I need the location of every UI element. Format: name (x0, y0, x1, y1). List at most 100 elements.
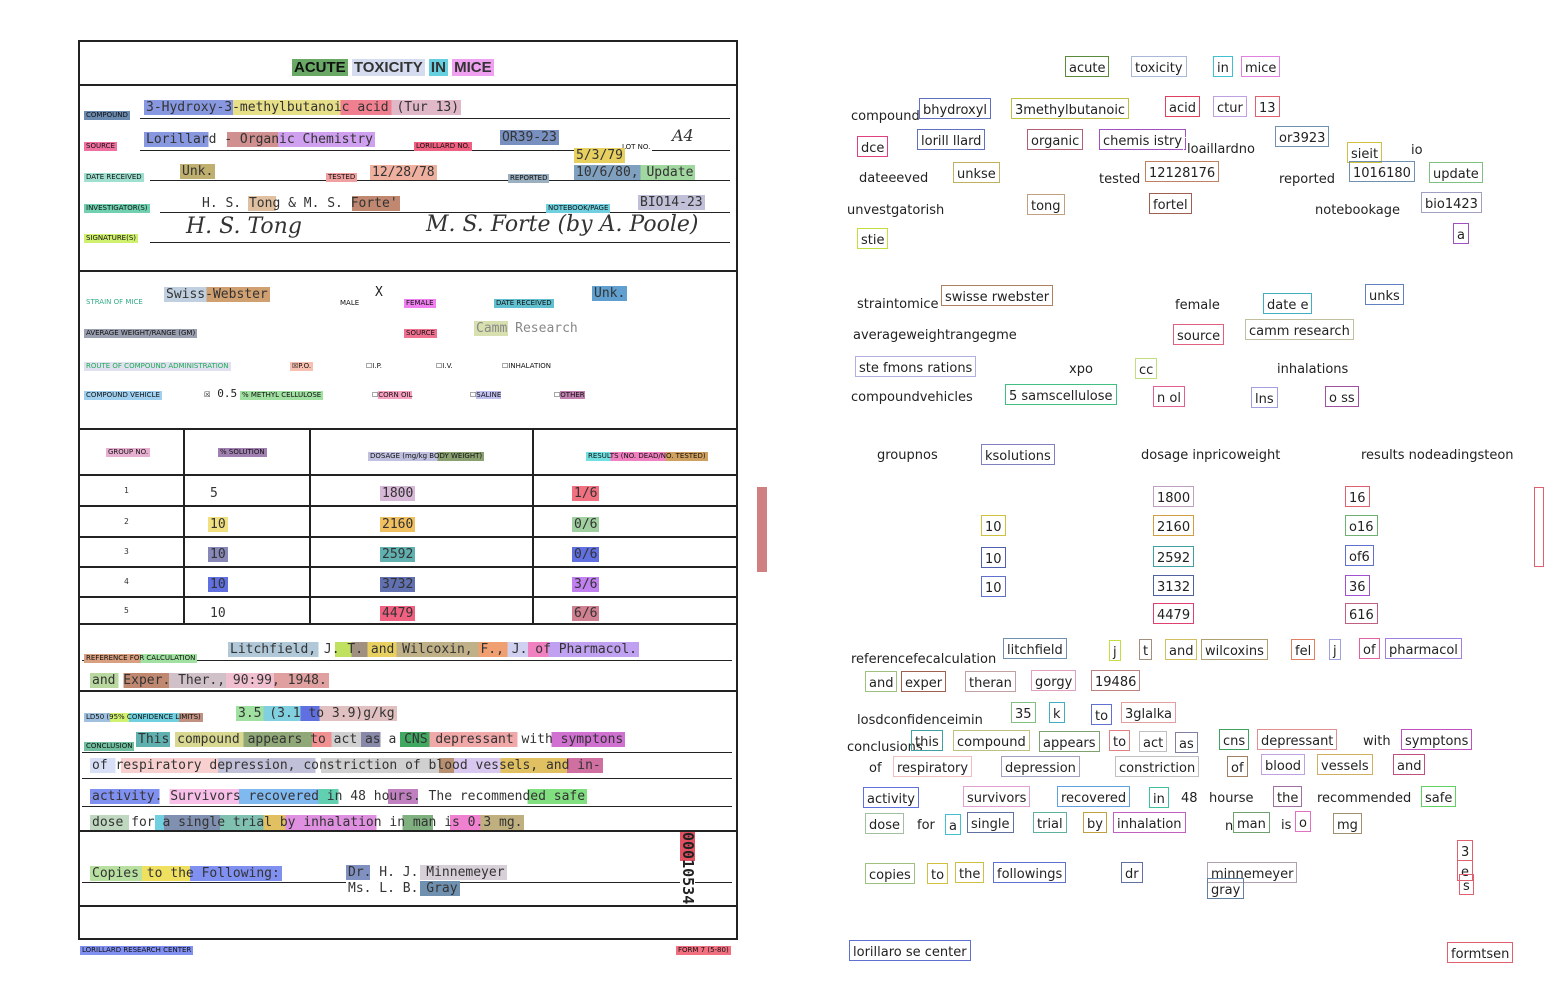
table-cell-group: 2 (124, 517, 129, 526)
ocr-word-box: and (865, 671, 898, 692)
ocr-word-box: vessels (1317, 754, 1373, 775)
conclusion-line: This compound appears to act as a CNS de… (136, 732, 626, 747)
notebook-value: BIO14-23 (638, 195, 705, 210)
ocr-word-box: exper (901, 671, 947, 692)
ocr-word: date e (1267, 298, 1309, 313)
lot-no-label: LOT NO. (620, 143, 653, 152)
ocr-word-box: 13 (1255, 96, 1280, 117)
ocr-word: 3 (1461, 845, 1470, 860)
title-word: IN (428, 59, 448, 76)
ocr-word-box: or3923 (1275, 126, 1330, 147)
ocr-word: straintomice (857, 297, 939, 312)
ocr-word: 1800 (1157, 491, 1191, 506)
ocr-word-box: results nodeadingsteon (1357, 443, 1518, 464)
ocr-word-box: activity (863, 787, 919, 808)
compound-value: 3-Hydroxy-3-methylbutanoic acid (Tur 13) (144, 100, 462, 115)
ocr-word-box: safe (1421, 786, 1457, 807)
ocr-word: theran (969, 676, 1012, 691)
ocr-word: 3methylbutanoic (1015, 103, 1126, 118)
date-received-label: DATE RECEIVED (84, 173, 144, 182)
form-rule (78, 505, 738, 507)
ocr-word: safe (1425, 791, 1453, 806)
table-cell-solution: 10 (208, 547, 228, 562)
ocr-word: survivors (967, 791, 1027, 806)
male-label: MALE (340, 299, 360, 307)
ocr-word-box: of6 (1345, 545, 1374, 566)
signature-forte: M. S. Forte (by A. Poole) (426, 212, 699, 237)
ocr-word-box: in (1149, 787, 1169, 808)
ocr-word: conclusions (847, 740, 923, 755)
ocr-word: act (1143, 736, 1164, 751)
ld50-label: LD50 (95% CONFIDENCE LIMITS) (84, 713, 203, 722)
footer-left: LORILLARD RESEARCH CENTER (80, 946, 194, 955)
ocr-word-box: dose (865, 813, 904, 834)
ocr-word-box: and (1165, 639, 1198, 660)
ocr-word-box: recovered (1057, 786, 1131, 807)
ocr-word-box: date e (1263, 293, 1313, 314)
ocr-word: unkse (957, 167, 996, 182)
table-cell-dosage: 2160 (380, 517, 416, 532)
ocr-word: 1016180 (1353, 166, 1411, 181)
ocr-word-box: stie (857, 228, 889, 249)
ocr-word-box: by (1083, 812, 1107, 833)
ocr-word: to (1095, 709, 1109, 724)
ocr-word-box: 48 (1177, 786, 1202, 807)
ocr-word-box: 10 (981, 576, 1006, 597)
ocr-word-box: groupnos (873, 443, 942, 464)
ocr-word-box: bio1423 (1421, 192, 1482, 213)
ocr-word-box: chemis istry (1099, 129, 1187, 150)
ocr-word: o16 (1349, 520, 1374, 535)
ocr-word: 3glalka (1125, 707, 1172, 722)
ocr-word-box: 16 (1345, 486, 1370, 507)
table-cell-dosage: 3732 (380, 577, 416, 592)
conclusion-line: dose for a single trial by inhalation in… (90, 815, 525, 830)
table-cell-dosage: 4479 (380, 606, 416, 621)
copies-name: Ms. L. B. Gray (346, 881, 460, 896)
field-line (150, 180, 730, 181)
ocr-word-box: o16 (1345, 515, 1378, 536)
ocr-word: copies (869, 868, 911, 883)
ocr-word-box: mg (1333, 813, 1362, 834)
form-rule (78, 566, 738, 568)
vehicle-option: ☐CORN OIL (372, 391, 413, 399)
ocr-word: lorillaro se center (853, 945, 967, 960)
ocr-word-box: averageweightrangegme (849, 323, 1021, 344)
table-header: % SOLUTION (218, 448, 267, 457)
ocr-word: inhalations (1277, 362, 1349, 377)
ocr-word-box: tong (1027, 194, 1065, 215)
field-line (160, 212, 730, 213)
lorillard-no: OR39-23 (500, 130, 559, 145)
ocr-word-box: 1016180 (1349, 161, 1415, 182)
ocr-word-box: n (1221, 814, 1238, 835)
ocr-word: inhalation (1117, 817, 1182, 832)
ocr-word-box: gray (1207, 878, 1245, 899)
ocr-word-box: j (1329, 639, 1341, 660)
ocr-word-box: of (1359, 638, 1380, 659)
ocr-word-box: a (945, 814, 961, 835)
animals-date-received: Unk. (592, 286, 628, 301)
ocr-word-box: to (927, 863, 949, 884)
document-number: 00010534 (679, 832, 697, 905)
ocr-word-box: for (913, 813, 939, 834)
ocr-word-box: o (1295, 811, 1311, 832)
ocr-word: camm research (1249, 324, 1350, 339)
ocr-word-box: ctur (1213, 96, 1247, 117)
form-rule (78, 536, 738, 538)
ocr-word-box: conclusions (843, 735, 927, 756)
ocr-word-box: and (1393, 754, 1426, 775)
ocr-word-box: camm research (1245, 319, 1354, 340)
ocr-word: mg (1337, 818, 1358, 833)
ocr-word-box: female (1171, 293, 1224, 314)
ocr-word: sieit (1351, 147, 1379, 162)
ocr-word: the (1277, 791, 1299, 806)
ocr-word-box: unvestgatorish (843, 198, 949, 219)
ocr-word-box: inhalations (1273, 357, 1353, 378)
checkbox-icon: ☐ (372, 391, 379, 399)
ocr-word-box: n ol (1153, 386, 1185, 407)
table-divider (309, 428, 311, 623)
tested-date: 12/28/78 (370, 165, 437, 180)
ocr-word-box: 2160 (1153, 515, 1195, 536)
ocr-word: 10 (985, 581, 1002, 596)
ocr-word: 10 (985, 520, 1002, 535)
source-label: SOURCE (84, 142, 117, 151)
